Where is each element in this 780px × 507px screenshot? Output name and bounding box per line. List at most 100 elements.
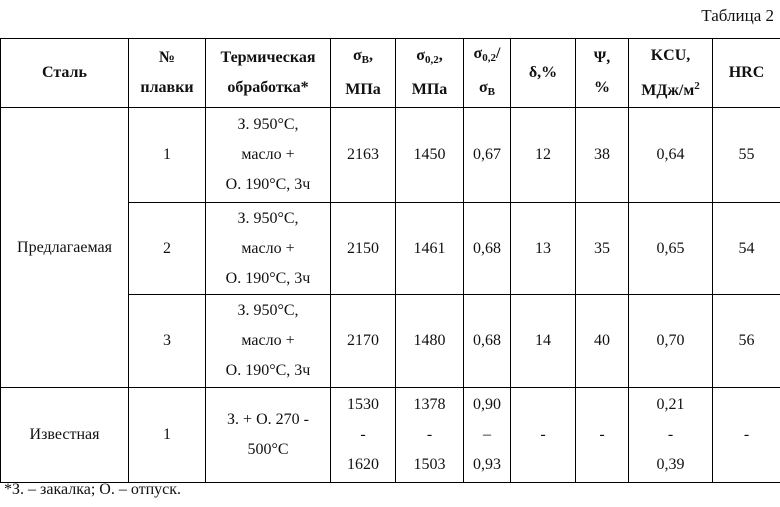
header-text: Ψ, <box>594 49 610 66</box>
cell: - <box>576 388 629 483</box>
header-text: δ,% <box>529 64 557 81</box>
cell-line: 1503 <box>396 450 463 480</box>
cell: 1 <box>129 108 206 203</box>
cell: 2163 <box>331 108 396 203</box>
steel-cell: Известная <box>1 388 129 483</box>
cell: 3 <box>129 295 206 388</box>
cell-line: 1620 <box>331 450 395 480</box>
table-caption: Таблица 2 <box>701 6 774 26</box>
cell: 0,68 <box>464 203 511 295</box>
cell: 1378-1503 <box>396 388 464 483</box>
header-text: σ <box>474 45 483 62</box>
cell-line: О. 190°С, 3ч <box>206 356 330 386</box>
header-line: МПа <box>331 75 395 105</box>
cell: 0,65 <box>629 203 713 295</box>
header-line: σ0,2, <box>396 41 463 75</box>
cell-line: 0,93 <box>464 450 510 480</box>
cell: 35 <box>576 203 629 295</box>
cell: 1480 <box>396 295 464 388</box>
cell: 14 <box>511 295 576 388</box>
header-line: Термическая <box>206 43 330 73</box>
header-cell: σ0,2, МПа <box>396 39 464 108</box>
cell-line: О. 190°С, 3ч <box>206 264 330 294</box>
header-text: МПа <box>345 81 381 98</box>
cell: 1 <box>129 388 206 483</box>
header-text: σ <box>416 47 425 64</box>
table: Сталь№плавкиТермическаяобработка*σВ,МПаσ… <box>0 38 780 483</box>
cell: 0,67 <box>464 108 511 203</box>
header-text: МДж/м <box>641 82 694 99</box>
header-text: № <box>159 49 175 66</box>
header-cell: δ,% <box>511 39 576 108</box>
subscript: В <box>362 54 369 66</box>
superscript: 2 <box>694 80 700 92</box>
cell: З. 950°С,масло +О. 190°С, 3ч <box>206 108 331 203</box>
cell: 1530-1620 <box>331 388 396 483</box>
cell: 56 <box>713 295 780 388</box>
cell-line: - <box>629 420 712 450</box>
header-text: KCU, <box>651 47 691 64</box>
subscript: В <box>488 86 495 98</box>
cell: 0,68 <box>464 295 511 388</box>
subscript: 0,2 <box>425 54 439 66</box>
cell-line: масло + <box>206 234 330 264</box>
cell: З. + О. 270 -500°С <box>206 388 331 483</box>
cell-line: – <box>464 420 510 450</box>
cell-line: - <box>331 420 395 450</box>
cell-line: З. 950°С, <box>206 204 330 234</box>
header-text: / <box>496 45 500 62</box>
cell: 40 <box>576 295 629 388</box>
header-line: Ψ, <box>576 43 628 73</box>
header-line: δ,% <box>511 58 575 88</box>
header-line: KCU, <box>629 41 712 71</box>
cell-line: - <box>396 420 463 450</box>
header-cell: Термическаяобработка* <box>206 39 331 108</box>
header-text: Сталь <box>42 64 87 81</box>
cell: 54 <box>713 203 780 295</box>
cell-line: З. 950°С, <box>206 110 330 140</box>
header-line: σВ <box>464 73 510 107</box>
header-line: МПа <box>396 75 463 105</box>
cell-line: масло + <box>206 326 330 356</box>
cell: 55 <box>713 108 780 203</box>
header-text: , <box>439 47 443 64</box>
cell: 13 <box>511 203 576 295</box>
table-row: Известная1З. + О. 270 -500°С1530-1620137… <box>1 388 780 483</box>
cell-line: 500°С <box>206 435 330 465</box>
cell: 2 <box>129 203 206 295</box>
cell-line: 0,21 <box>629 390 712 420</box>
cell: 1450 <box>396 108 464 203</box>
header-line: Сталь <box>1 58 128 88</box>
table-row: Предлагаемая1З. 950°С,масло +О. 190°С, 3… <box>1 108 780 203</box>
header-text: σ <box>353 47 362 64</box>
header-line: № <box>129 43 205 73</box>
header-line: σВ, <box>331 41 395 75</box>
header-text: плавки <box>140 79 193 96</box>
header-text: HRC <box>729 64 765 81</box>
cell: 0,64 <box>629 108 713 203</box>
header-line: обработка* <box>206 73 330 103</box>
header-cell: HRC <box>713 39 780 108</box>
cell-line: 0,90 <box>464 390 510 420</box>
cell: 0,21-0,39 <box>629 388 713 483</box>
steel-cell: Предлагаемая <box>1 108 129 388</box>
header-text: , <box>369 47 373 64</box>
header-row: Сталь№плавкиТермическаяобработка*σВ,МПаσ… <box>1 39 780 108</box>
header-cell: σ0,2/ σВ <box>464 39 511 108</box>
cell-line: 1530 <box>331 390 395 420</box>
cell-line: О. 190°С, 3ч <box>206 170 330 200</box>
header-line: % <box>576 73 628 103</box>
header-text: МПа <box>412 81 448 98</box>
header-text: % <box>594 79 610 96</box>
cell: 38 <box>576 108 629 203</box>
cell: 0,70 <box>629 295 713 388</box>
cell: 12 <box>511 108 576 203</box>
header-cell: Ψ,% <box>576 39 629 108</box>
header-line: плавки <box>129 73 205 103</box>
cell: З. 950°С,масло +О. 190°С, 3ч <box>206 203 331 295</box>
subscript: 0,2 <box>482 52 496 64</box>
cell-line: 0,39 <box>629 450 712 480</box>
header-cell: Сталь <box>1 39 129 108</box>
header-line: HRC <box>713 58 780 88</box>
